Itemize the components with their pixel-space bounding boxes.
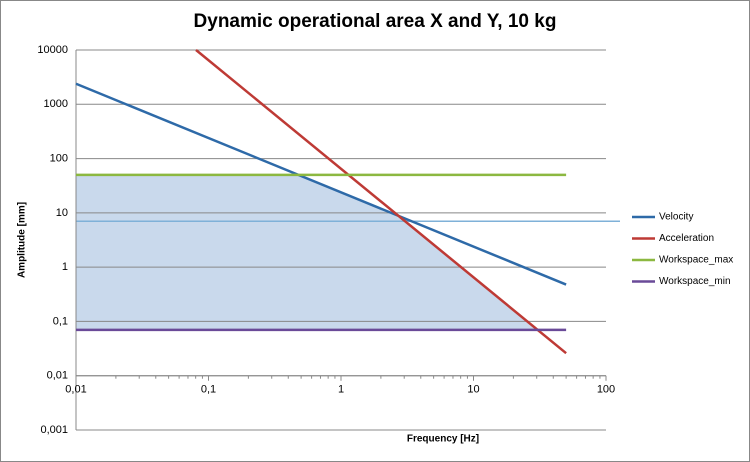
y-tick-label: 1000	[44, 98, 68, 110]
y-tick-label: 1	[62, 261, 68, 273]
y-axis-title: Amplitude [mm]	[17, 202, 28, 278]
x-tick-label: 100	[597, 384, 615, 396]
series-line	[75, 82, 567, 286]
x-tick-label: 0,1	[201, 384, 216, 396]
legend-label: Velocity	[659, 212, 693, 223]
x-axis-title: Frequency [Hz]	[407, 434, 479, 445]
y-tick-label: 0,1	[53, 315, 68, 327]
legend-label: Acceleration	[659, 233, 714, 244]
y-tick-label: 10	[56, 207, 68, 219]
y-tick-label: 0,001	[40, 424, 68, 436]
legend-label: Workspace_min	[659, 276, 731, 287]
series-line	[195, 49, 567, 355]
x-tick-label: 0,01	[65, 384, 86, 396]
legend-label: Workspace_max	[659, 255, 733, 266]
y-tick-label: 100	[50, 152, 68, 164]
x-tick-label: 10	[467, 384, 479, 396]
feasible-area	[76, 174, 537, 330]
chart-title: Dynamic operational area X and Y, 10 kg	[194, 11, 557, 32]
y-tick-label: 10000	[37, 44, 68, 56]
y-tick-label: 0,01	[47, 370, 68, 382]
x-tick-label: 1	[338, 384, 344, 396]
